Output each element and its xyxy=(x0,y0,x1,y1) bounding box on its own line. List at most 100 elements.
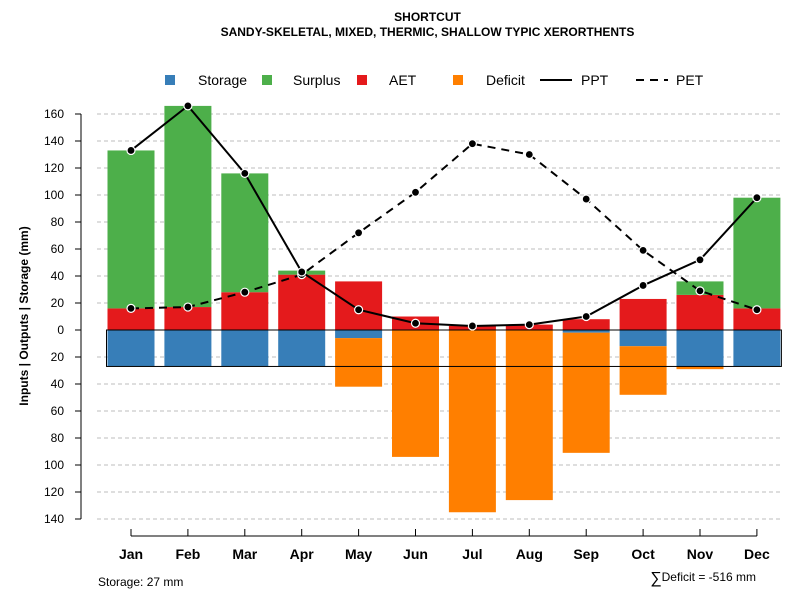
chart-subtitle: SANDY-SKELETAL, MIXED, THERMIC, SHALLOW … xyxy=(220,25,635,39)
y-tick-label: 160 xyxy=(44,107,64,121)
ppt-point xyxy=(581,311,591,322)
storage-bar xyxy=(676,330,724,367)
ppt-point xyxy=(752,193,762,203)
x-tick-label-aug: Aug xyxy=(516,546,543,562)
ppt-point xyxy=(410,318,421,328)
pet-point xyxy=(752,305,762,315)
deficit-bar xyxy=(619,346,667,395)
storage-bar xyxy=(164,330,212,367)
ppt-point xyxy=(638,280,648,291)
pet-point xyxy=(240,287,250,297)
aet-bar xyxy=(619,298,667,330)
storage-bar xyxy=(278,330,326,367)
pet-point xyxy=(410,187,421,197)
y-tick-label: 140 xyxy=(44,512,64,526)
surplus-bar xyxy=(107,150,155,309)
pet-point xyxy=(524,149,534,160)
aet-bar xyxy=(676,294,724,330)
legend-storage-swatch xyxy=(165,75,175,85)
legend-ppt-label: PPT xyxy=(581,72,609,88)
ppt-point xyxy=(524,320,534,330)
y-tick-label: 40 xyxy=(51,377,65,391)
storage-bar xyxy=(107,330,155,367)
pet-point xyxy=(126,303,136,313)
y-tick-label: 80 xyxy=(51,215,65,229)
surplus-bar xyxy=(221,173,269,293)
y-tick-label: 100 xyxy=(44,458,64,472)
storage-bar xyxy=(619,330,667,347)
legend-storage-label: Storage xyxy=(198,72,247,88)
x-tick-label-nov: Nov xyxy=(687,546,714,562)
x-tick-label-jun: Jun xyxy=(403,546,428,562)
ppt-point xyxy=(126,145,136,156)
series-lines xyxy=(126,101,762,331)
y-tick-label: 20 xyxy=(51,350,65,364)
aet-bar xyxy=(164,307,212,330)
legend-deficit-swatch xyxy=(453,75,463,85)
legend-surplus-label: Surplus xyxy=(293,72,340,88)
x-tick-label-mar: Mar xyxy=(232,546,257,562)
pet-point xyxy=(183,302,193,312)
legend-deficit-label: Deficit xyxy=(486,72,525,88)
legend-aet-label: AET xyxy=(389,72,417,88)
aet-bar xyxy=(278,274,326,330)
ppt-point xyxy=(695,255,705,265)
y-tick-label: 20 xyxy=(51,296,65,310)
aet-bar xyxy=(221,292,269,330)
x-tick-label-dec: Dec xyxy=(744,546,770,562)
y-tick-label: 120 xyxy=(44,161,64,175)
y-tick-label: 60 xyxy=(51,404,65,418)
ppt-point xyxy=(467,321,477,331)
ppt-point xyxy=(297,267,307,277)
x-tick-label-may: May xyxy=(345,546,372,562)
storage-capacity-box xyxy=(106,329,782,367)
x-tick-label-jan: Jan xyxy=(119,546,143,562)
y-tick-label: 40 xyxy=(51,269,65,283)
axes: 160 140 120 100 80 60 40 20 0 20 40 60 80 100 120 140 Ja… xyxy=(17,107,770,562)
chart-title: SHORTCUT xyxy=(394,10,461,24)
ppt-point xyxy=(183,101,193,111)
aet-bar xyxy=(733,308,781,330)
deficit-bar xyxy=(676,366,724,370)
storage-bar xyxy=(562,330,610,333)
deficit-bar xyxy=(335,338,383,387)
aet-bar xyxy=(562,319,610,330)
x-tick-label-oct: Oct xyxy=(631,546,655,562)
x-tick-label-jul: Jul xyxy=(462,546,482,562)
y-tick-label: 140 xyxy=(44,134,64,148)
y-axis-label: Inputs | Outputs | Storage (mm) xyxy=(17,226,31,405)
x-tick-label-sep: Sep xyxy=(573,546,599,562)
legend: Storage Surplus AET Deficit PPT PET xyxy=(165,72,704,88)
y-tick-label: 0 xyxy=(57,323,64,337)
storage-bar xyxy=(733,330,781,367)
y-tick-label: 60 xyxy=(51,242,65,256)
pet-point xyxy=(695,286,705,296)
ppt-point xyxy=(354,305,364,315)
ppt-point xyxy=(240,168,250,178)
storage-note: Storage: 27 mm xyxy=(98,575,184,589)
surplus-bar xyxy=(164,105,212,308)
storage-bar xyxy=(335,330,383,339)
deficit-bar xyxy=(392,330,439,457)
pet-point xyxy=(467,139,477,149)
sigma-symbol: ∑ xyxy=(650,570,662,587)
y-tick-label: 100 xyxy=(44,188,64,202)
legend-aet-swatch xyxy=(357,75,367,85)
x-tick-label-feb: Feb xyxy=(175,546,200,562)
aet-bar xyxy=(107,308,155,330)
y-tick-label: 120 xyxy=(44,485,64,499)
y-tick-label: 80 xyxy=(51,431,65,445)
pet-line xyxy=(130,142,758,311)
legend-pet-label: PET xyxy=(676,72,704,88)
deficit-bar xyxy=(505,330,553,501)
deficit-bar xyxy=(562,332,610,453)
deficit-bar xyxy=(448,330,496,513)
x-tick-label-apr: Apr xyxy=(290,546,315,562)
storage-bar xyxy=(221,330,269,367)
ppt-line xyxy=(130,104,758,327)
bars xyxy=(107,105,781,513)
pet-point xyxy=(354,228,364,238)
pet-point xyxy=(581,194,591,204)
legend-surplus-swatch xyxy=(262,75,272,85)
